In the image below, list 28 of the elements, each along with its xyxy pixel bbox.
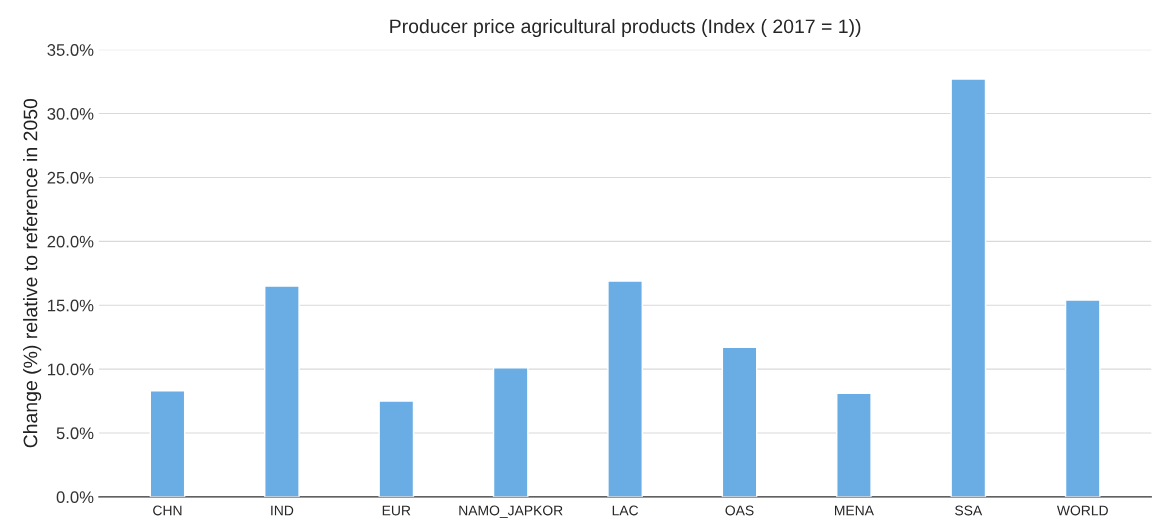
x-tick-label: IND (271, 505, 294, 516)
bar (492, 367, 529, 497)
bar (378, 400, 415, 497)
bar (264, 285, 300, 497)
x-tick-label: MENA (835, 505, 874, 516)
x-tick-label: SSA (955, 505, 983, 516)
y-axis-title: Change (%) relative to reference in 2050 (23, 98, 42, 448)
y-tick-label: 10.0% (48, 363, 94, 376)
x-tick-label: OAS (725, 505, 754, 516)
x-tick-label: WORLD (1056, 505, 1108, 516)
chart-title: Producer price agricultural products (Index ( 2017 = 1)) (390, 18, 861, 38)
x-tick-label: EUR (382, 505, 411, 516)
bar (1064, 299, 1101, 497)
bar (836, 392, 872, 497)
y-tick-label: 25.0% (47, 171, 94, 184)
bar (721, 346, 758, 497)
y-tick-label: 15.0% (48, 299, 94, 312)
y-tick-label: 20.0% (47, 235, 94, 248)
x-tick-label: CHN (153, 505, 182, 516)
y-tick-label: 30.0% (47, 107, 94, 120)
bar (607, 280, 643, 497)
bar (950, 78, 987, 497)
y-tick-label: 35.0% (47, 44, 94, 56)
x-tick-label: LAC (612, 505, 639, 516)
y-tick-label: 0.0% (56, 491, 94, 504)
bar (149, 390, 186, 497)
x-tick-label: NAMO_JAPKOR (459, 505, 563, 519)
y-tick-label: 5.0% (56, 427, 94, 440)
